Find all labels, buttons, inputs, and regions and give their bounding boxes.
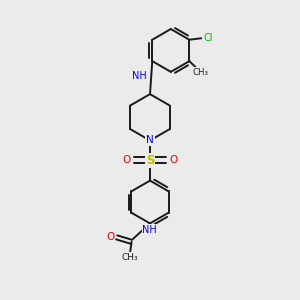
Text: Cl: Cl [204,33,213,43]
Text: O: O [106,232,114,242]
Text: O: O [122,155,130,165]
Text: N: N [146,136,154,146]
Text: S: S [146,154,154,167]
Text: CH₃: CH₃ [192,68,208,76]
Text: CH₃: CH₃ [122,253,138,262]
Text: NH: NH [142,225,157,235]
Text: O: O [170,155,178,165]
Text: NH: NH [132,71,147,81]
